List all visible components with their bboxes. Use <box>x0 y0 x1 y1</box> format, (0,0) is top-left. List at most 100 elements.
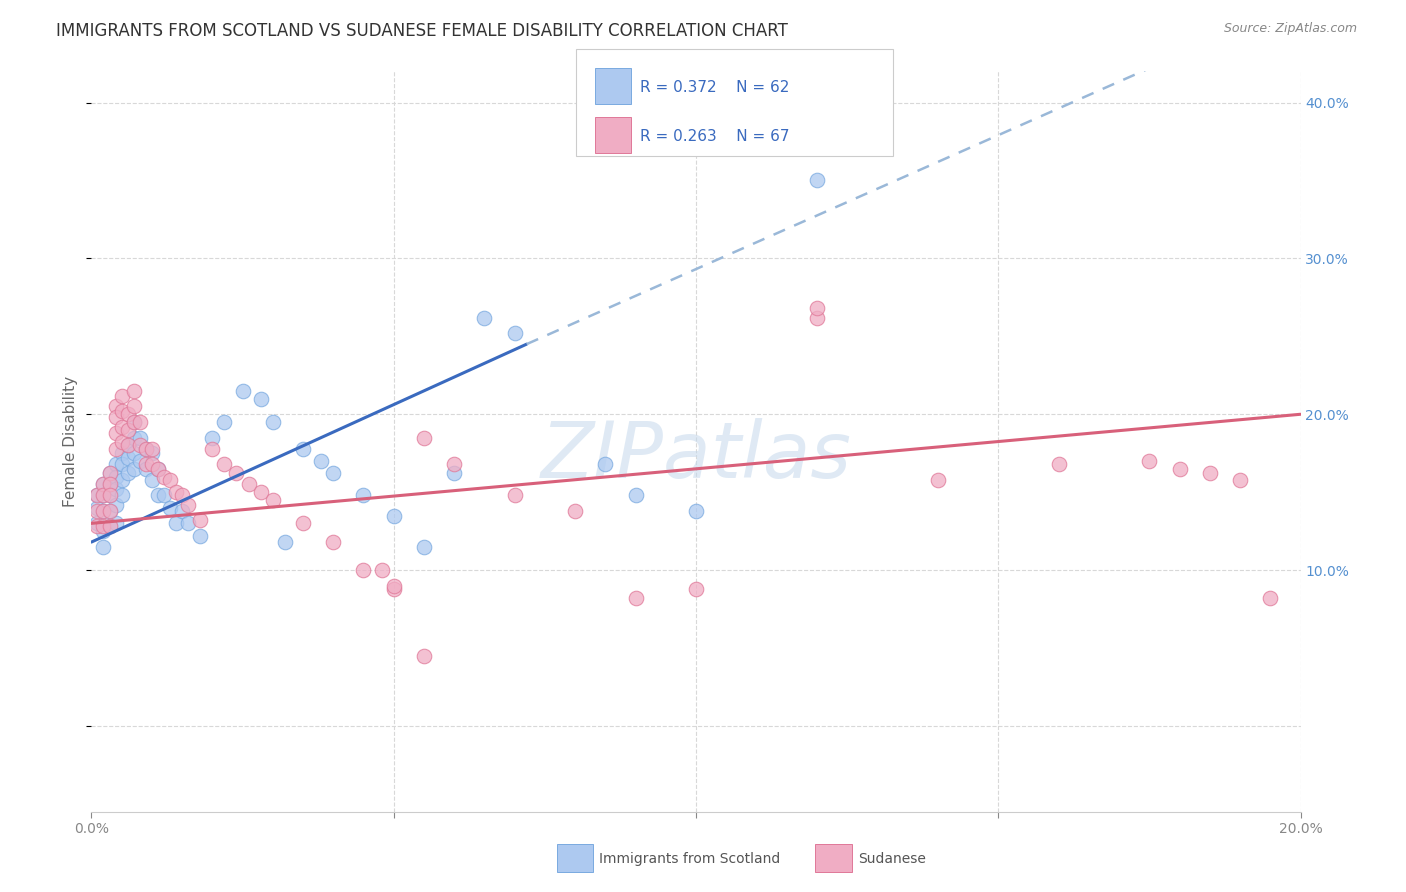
Point <box>322 535 344 549</box>
Point <box>595 457 617 471</box>
Point <box>352 563 374 577</box>
Point <box>172 488 194 502</box>
Point <box>262 415 284 429</box>
Point <box>104 498 127 512</box>
Point <box>86 519 108 533</box>
Point <box>93 477 115 491</box>
Point <box>153 469 176 483</box>
Point <box>159 500 181 515</box>
Point <box>624 488 647 502</box>
Point <box>111 404 132 418</box>
Point <box>86 500 108 515</box>
Point <box>135 442 157 456</box>
Point <box>443 457 465 471</box>
Point <box>322 467 344 481</box>
Point <box>214 415 236 429</box>
Point <box>98 488 121 502</box>
Point <box>165 516 187 531</box>
Point <box>122 446 145 460</box>
Point <box>93 477 115 491</box>
Point <box>231 384 253 398</box>
Point <box>624 591 647 606</box>
Text: Source: ZipAtlas.com: Source: ZipAtlas.com <box>1223 22 1357 36</box>
Text: Sudanese: Sudanese <box>858 852 925 866</box>
Point <box>117 467 139 481</box>
Point <box>128 415 150 429</box>
Point <box>122 400 145 414</box>
Point <box>413 648 436 663</box>
Point <box>111 435 132 450</box>
Point <box>309 454 332 468</box>
Point <box>503 326 526 341</box>
Point <box>98 477 121 491</box>
Point <box>98 477 121 491</box>
Point <box>685 504 707 518</box>
Point <box>93 504 115 518</box>
Point <box>292 516 315 531</box>
Point <box>135 442 157 456</box>
Point <box>117 407 139 421</box>
Point <box>249 485 271 500</box>
Point <box>146 462 169 476</box>
Point <box>1139 454 1161 468</box>
Point <box>104 482 127 496</box>
Point <box>443 467 465 481</box>
Point <box>122 431 145 445</box>
Text: Immigrants from Scotland: Immigrants from Scotland <box>599 852 780 866</box>
Point <box>93 488 115 502</box>
Point <box>93 524 115 538</box>
Point <box>98 467 121 481</box>
Point <box>135 462 157 476</box>
Point <box>122 462 145 476</box>
Point <box>86 504 108 518</box>
Point <box>104 457 127 471</box>
Point <box>93 488 115 502</box>
Point <box>98 519 121 533</box>
Text: R = 0.263    N = 67: R = 0.263 N = 67 <box>640 128 789 144</box>
Point <box>1047 457 1070 471</box>
Point <box>201 431 224 445</box>
Point <box>104 410 127 425</box>
Point <box>503 488 526 502</box>
Point <box>86 488 108 502</box>
Point <box>1198 467 1220 481</box>
Point <box>86 516 108 531</box>
Point <box>104 469 127 483</box>
Text: IMMIGRANTS FROM SCOTLAND VS SUDANESE FEMALE DISABILITY CORRELATION CHART: IMMIGRANTS FROM SCOTLAND VS SUDANESE FEM… <box>56 22 789 40</box>
Point <box>172 504 194 518</box>
Point <box>111 473 132 487</box>
Point <box>472 310 495 325</box>
Point <box>111 419 132 434</box>
Point <box>111 446 132 460</box>
Point <box>122 384 145 398</box>
Point <box>98 504 121 518</box>
Point <box>117 450 139 465</box>
Point <box>93 504 115 518</box>
Point <box>117 423 139 437</box>
Point <box>141 473 163 487</box>
Point <box>382 582 405 596</box>
Point <box>292 442 315 456</box>
Point <box>117 438 139 452</box>
Point <box>93 540 115 554</box>
Point <box>352 488 374 502</box>
Point <box>141 442 163 456</box>
Point <box>98 467 121 481</box>
Point <box>225 467 247 481</box>
Point <box>188 513 211 527</box>
Point <box>104 442 127 456</box>
Point <box>98 488 121 502</box>
Point <box>1260 591 1282 606</box>
Point <box>382 579 405 593</box>
Text: R = 0.372    N = 62: R = 0.372 N = 62 <box>640 79 789 95</box>
Point <box>159 473 181 487</box>
Point <box>370 563 392 577</box>
Point <box>128 438 150 452</box>
Point <box>128 454 150 468</box>
Point <box>685 582 707 596</box>
Point <box>146 462 169 476</box>
Point <box>128 431 150 445</box>
Point <box>806 310 828 325</box>
Point <box>146 488 169 502</box>
Point <box>86 488 108 502</box>
